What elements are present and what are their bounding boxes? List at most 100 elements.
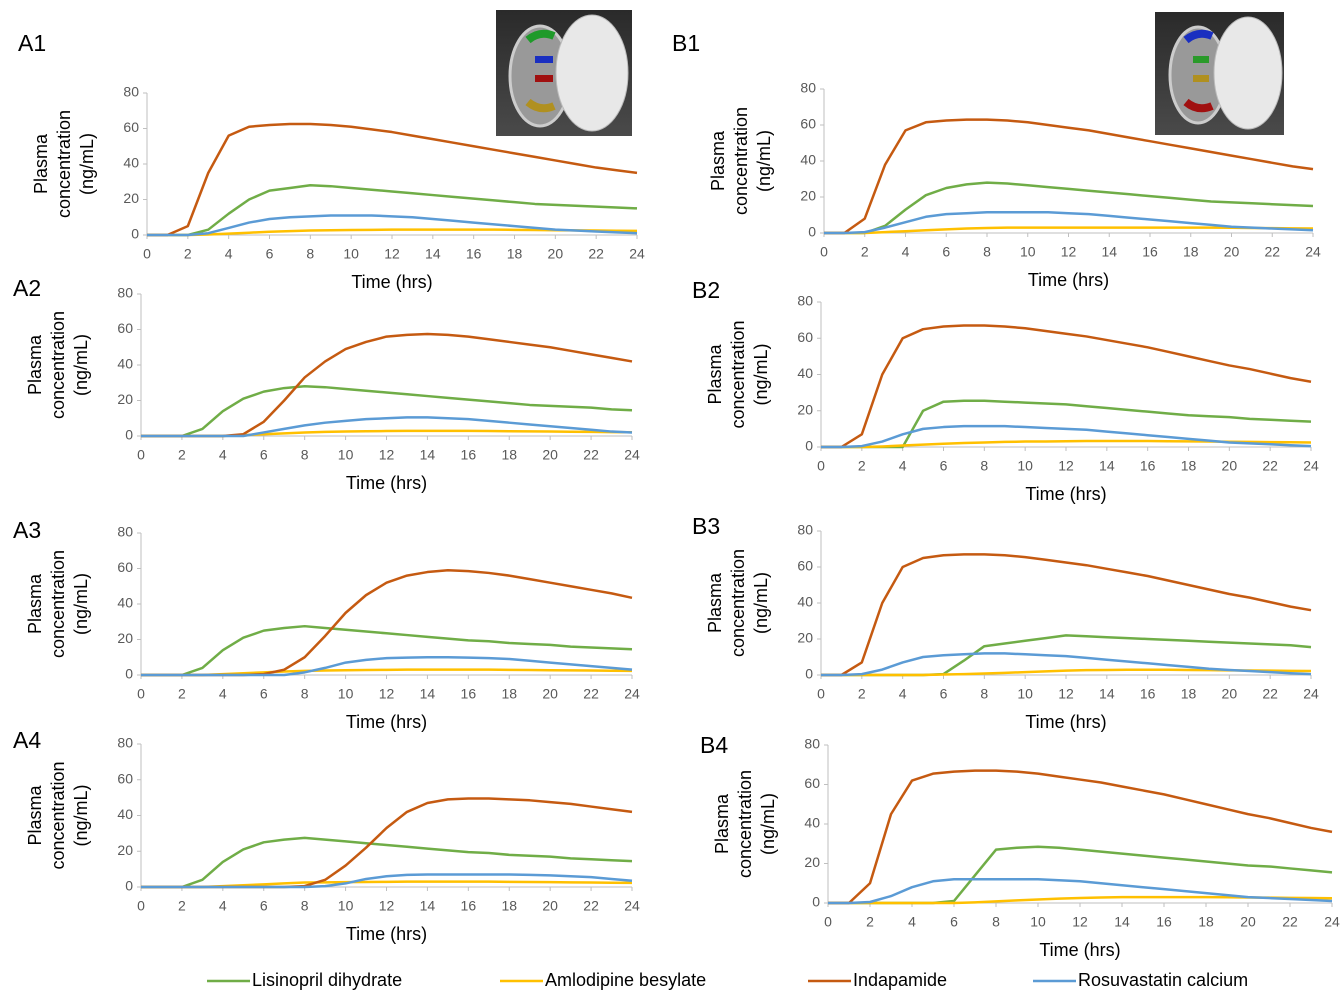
legend: Lisinopril dihydrate Amlodipine besylate I… <box>207 970 1248 990</box>
y-tick-label: 80 <box>117 285 133 301</box>
x-tick-label: 16 <box>461 686 477 702</box>
y-axis-label: concentration <box>728 320 748 428</box>
x-tick-label: 4 <box>219 686 227 702</box>
y-tick-label: 40 <box>117 356 133 372</box>
x-tick-label: 4 <box>219 447 227 463</box>
x-axis-label: Time (hrs) <box>1025 484 1106 504</box>
x-tick-label: 14 <box>1114 914 1130 930</box>
y-tick-label: 40 <box>123 155 139 171</box>
x-tick-label: 18 <box>1183 244 1199 260</box>
x-axis-label: Time (hrs) <box>346 924 427 944</box>
x-tick-label: 8 <box>983 244 991 260</box>
x-tick-label: 2 <box>858 458 866 474</box>
y-tick-label: 0 <box>125 427 133 443</box>
x-tick-label: 6 <box>260 686 268 702</box>
x-tick-label: 0 <box>824 914 832 930</box>
panel-label: A1 <box>18 30 46 56</box>
x-axis-label: Time (hrs) <box>1025 712 1106 732</box>
y-tick-label: 20 <box>117 391 133 407</box>
x-tick-label: 22 <box>583 447 599 463</box>
x-tick-label: 20 <box>542 898 558 914</box>
y-tick-label: 60 <box>797 329 813 345</box>
x-axis-label: Time (hrs) <box>1039 940 1120 960</box>
x-tick-label: 22 <box>1262 686 1278 702</box>
y-tick-label: 40 <box>117 595 133 611</box>
x-tick-label: 18 <box>501 686 517 702</box>
series-line <box>828 845 1333 905</box>
panel-label: B2 <box>692 277 720 303</box>
x-tick-label: 20 <box>1222 686 1238 702</box>
x-tick-label: 8 <box>301 686 309 702</box>
x-tick-label: 12 <box>1058 458 1074 474</box>
x-tick-label: 16 <box>1140 686 1156 702</box>
y-tick-label: 0 <box>805 438 813 454</box>
x-tick-label: 18 <box>1198 914 1214 930</box>
panel-label: B4 <box>700 732 728 758</box>
y-tick-label: 60 <box>800 116 816 132</box>
x-tick-label: 22 <box>583 686 599 702</box>
y-tick-label: 20 <box>797 401 813 417</box>
y-axis-label: Plasma <box>25 573 45 634</box>
y-axis-label: (ng/mL) <box>71 573 91 635</box>
x-tick-label: 6 <box>942 244 950 260</box>
y-tick-label: 0 <box>808 224 816 240</box>
x-axis-label: Time (hrs) <box>346 712 427 732</box>
x-tick-label: 12 <box>379 898 395 914</box>
y-tick-label: 80 <box>800 80 816 96</box>
x-tick-label: 24 <box>629 246 645 262</box>
series-line <box>147 122 638 237</box>
series-line <box>824 226 1314 235</box>
x-tick-label: 16 <box>1156 914 1172 930</box>
y-tick-label: 20 <box>797 630 813 646</box>
x-tick-label: 10 <box>1030 914 1046 930</box>
x-tick-label: 0 <box>137 898 145 914</box>
x-tick-label: 2 <box>178 898 186 914</box>
y-axis-label: concentration <box>48 761 68 869</box>
y-tick-label: 80 <box>797 293 813 309</box>
y-axis-label: (ng/mL) <box>754 130 774 192</box>
x-tick-label: 4 <box>899 458 907 474</box>
x-tick-label: 20 <box>548 246 564 262</box>
x-tick-label: 10 <box>338 447 354 463</box>
series-line <box>141 656 633 677</box>
x-tick-label: 14 <box>420 686 436 702</box>
x-tick-label: 16 <box>1142 244 1158 260</box>
x-tick-label: 6 <box>266 246 274 262</box>
tablet-icon-a <box>496 10 632 136</box>
y-axis-label: Plasma <box>25 785 45 846</box>
tablet-icon-b <box>1155 12 1284 135</box>
series-line <box>821 553 1312 677</box>
x-tick-label: 18 <box>1181 686 1197 702</box>
x-tick-label: 4 <box>902 244 910 260</box>
x-tick-label: 2 <box>178 447 186 463</box>
legend-label: Rosuvastatin calcium <box>1078 970 1248 990</box>
legend-label: Lisinopril dihydrate <box>252 970 402 990</box>
series-line <box>141 836 633 889</box>
series-line <box>821 424 1312 449</box>
y-tick-label: 0 <box>812 894 820 910</box>
y-tick-label: 60 <box>804 775 820 791</box>
y-tick-label: 0 <box>805 666 813 682</box>
series-line <box>828 878 1333 905</box>
y-tick-label: 80 <box>797 522 813 538</box>
x-tick-label: 14 <box>420 898 436 914</box>
y-axis-label: (ng/mL) <box>758 793 778 855</box>
y-axis-label: Plasma <box>25 334 45 395</box>
y-axis-label: concentration <box>48 311 68 419</box>
x-tick-label: 0 <box>137 686 145 702</box>
x-tick-label: 0 <box>143 246 151 262</box>
x-axis-label: Time (hrs) <box>351 272 432 292</box>
legend-label: Amlodipine besylate <box>545 970 706 990</box>
y-tick-label: 0 <box>131 226 139 242</box>
y-axis-label: concentration <box>735 770 755 878</box>
y-axis-label: concentration <box>54 110 74 218</box>
x-tick-label: 22 <box>583 898 599 914</box>
y-axis-label: Plasma <box>705 344 725 405</box>
x-tick-label: 10 <box>338 898 354 914</box>
x-tick-label: 18 <box>507 246 523 262</box>
